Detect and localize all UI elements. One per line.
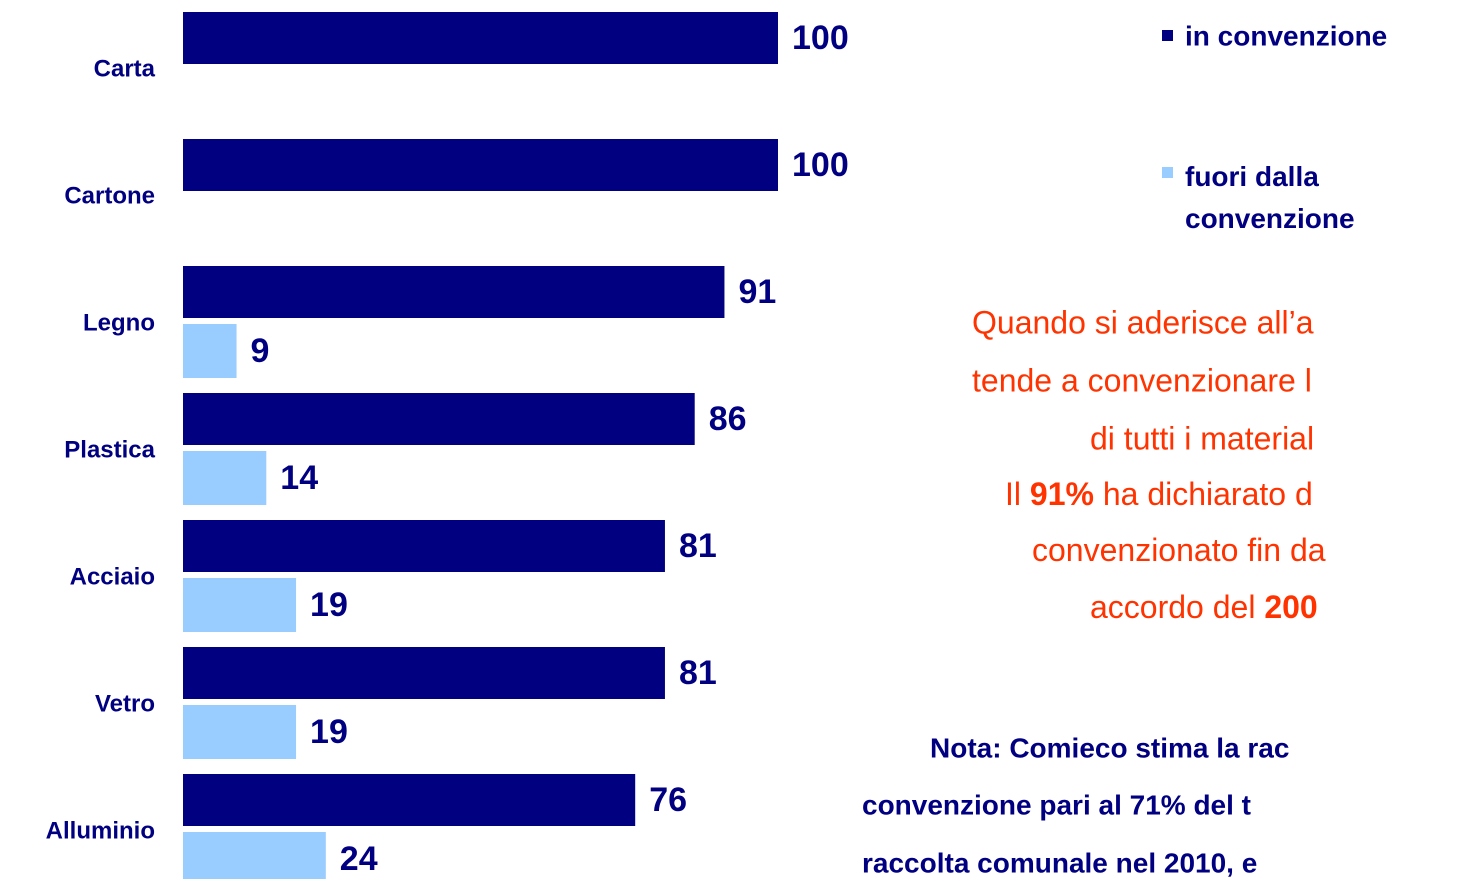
category-label: Legno	[83, 309, 155, 336]
bar	[183, 774, 636, 826]
annotation-part: Il	[1005, 476, 1030, 512]
bar	[183, 451, 267, 505]
note: convenzione pari al 71% del t	[862, 789, 1251, 820]
note: raccolta comunale nel 2010, e	[862, 847, 1257, 878]
bar	[183, 12, 778, 64]
annotation: accordo del 200	[1090, 589, 1318, 625]
annotation: Quando si aderisce all’a	[972, 304, 1314, 340]
value-label: 86	[709, 400, 747, 438]
bar	[183, 578, 297, 632]
bar	[183, 266, 725, 318]
annotation-part: accordo del	[1090, 589, 1264, 625]
annotation-part: 200	[1264, 589, 1317, 625]
bar	[183, 520, 665, 572]
annotation-part: ha dichiarato d	[1094, 476, 1313, 512]
category-label: Acciaio	[70, 563, 155, 590]
value-label: 14	[280, 459, 318, 497]
legend-swatch	[1162, 167, 1173, 178]
note: Nota: Comieco stima la rac	[930, 732, 1289, 763]
annotation-part: convenzionato fin da	[1032, 532, 1326, 568]
value-label: 81	[679, 654, 717, 692]
value-label: 19	[310, 713, 348, 751]
value-label: 81	[679, 527, 717, 565]
annotation: Il 91% ha dichiarato d	[1005, 476, 1313, 512]
annotation-part: 91%	[1030, 476, 1094, 512]
value-label: 9	[251, 332, 270, 370]
value-label: 100	[792, 19, 849, 57]
annotation: tende a convenzionare l	[972, 362, 1312, 398]
category-label: Cartone	[64, 182, 155, 209]
category-label: Alluminio	[46, 817, 155, 844]
bar	[183, 139, 778, 191]
value-label: 76	[649, 781, 687, 819]
legend-label: fuori dalla convenzione	[1185, 161, 1355, 234]
bar	[183, 832, 326, 879]
bar	[183, 324, 237, 378]
annotation: convenzionato fin da	[1032, 532, 1326, 568]
value-label: 100	[792, 146, 849, 184]
bar	[183, 393, 695, 445]
category-label: Carta	[94, 55, 156, 82]
annotation: di tutti i material	[1090, 420, 1314, 456]
category-label: Vetro	[95, 690, 155, 717]
legend-label: in convenzione	[1185, 20, 1387, 51]
value-label: 19	[310, 586, 348, 624]
bar	[183, 647, 665, 699]
legend-swatch	[1162, 30, 1173, 41]
value-label: 24	[340, 840, 378, 878]
bar	[183, 705, 297, 759]
value-label: 91	[738, 273, 776, 311]
category-label: Plastica	[64, 436, 155, 463]
